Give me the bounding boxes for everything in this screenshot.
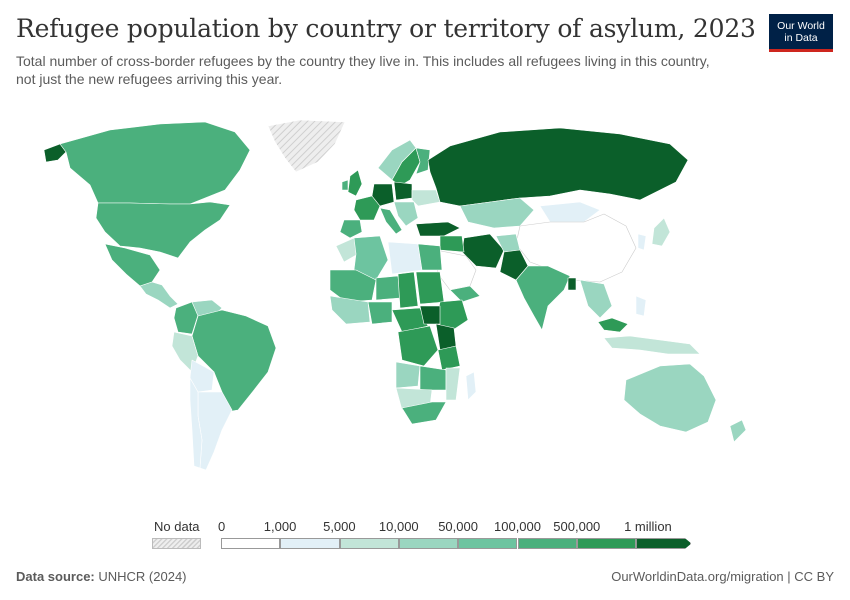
country-west-africa[interactable] [329, 295, 371, 325]
country-south-sudan[interactable] [419, 305, 441, 325]
legend-threshold-label: 0 [218, 519, 226, 534]
country-australia[interactable] [623, 363, 717, 433]
logo-line-1: Our World [777, 20, 825, 32]
footer-url-license[interactable]: OurWorldinData.org/migration | CC BY [611, 569, 834, 584]
country-india[interactable] [515, 265, 571, 331]
country-cameroon-car[interactable] [391, 307, 429, 333]
country-zambia-zimbabwe[interactable] [419, 365, 447, 391]
country-malaysia[interactable] [597, 317, 629, 333]
country-sudan[interactable] [415, 271, 445, 305]
country-egypt[interactable] [417, 243, 443, 271]
country-united-kingdom[interactable] [347, 169, 363, 197]
territory-greenland[interactable] [267, 119, 346, 173]
legend-threshold-label: 1,000 [263, 519, 297, 534]
region-central-america[interactable] [139, 281, 179, 309]
footer-source-value[interactable]: UNHCR (2024) [98, 569, 187, 584]
chart-title: Refugee population by country or territo… [16, 14, 756, 43]
world-map[interactable] [0, 110, 850, 510]
country-alaska[interactable] [43, 143, 67, 163]
region-southeast-asia[interactable] [579, 279, 613, 319]
country-brazil[interactable] [191, 309, 277, 413]
legend-threshold-label: 50,000 [438, 519, 478, 534]
country-bangladesh[interactable] [567, 277, 577, 291]
country-united-states[interactable] [95, 201, 231, 259]
country-ukraine[interactable] [411, 189, 441, 207]
country-tanzania[interactable] [437, 345, 461, 371]
legend-bin-3[interactable] [339, 538, 399, 549]
country-finland[interactable] [415, 147, 431, 175]
legend-bin-1[interactable] [221, 538, 281, 549]
country-niger[interactable] [375, 275, 401, 301]
country-new-zealand[interactable] [729, 419, 747, 443]
owid-logo[interactable]: Our World in Data [769, 14, 833, 52]
footer-source-label: Data source: [16, 569, 95, 584]
country-kazakhstan[interactable] [459, 197, 535, 229]
country-mozambique[interactable] [445, 367, 461, 401]
chart-subtitle: Total number of cross-border refugees by… [16, 53, 710, 87]
country-china[interactable] [515, 213, 637, 283]
country-philippines[interactable] [635, 295, 647, 317]
country-chad[interactable] [397, 271, 419, 309]
country-uganda-kenya[interactable] [435, 323, 457, 351]
legend-bin-7[interactable] [576, 538, 637, 549]
legend-bin-top[interactable] [636, 538, 692, 549]
legend-bin-4[interactable] [398, 538, 459, 549]
country-turkey[interactable] [415, 221, 461, 237]
legend-bin-5[interactable] [458, 538, 518, 549]
country-poland[interactable] [393, 181, 413, 201]
country-libya[interactable] [387, 241, 423, 275]
region-balkans[interactable] [393, 201, 419, 227]
legend-bin-2[interactable] [280, 538, 340, 549]
legend-no-data-label: No data [154, 519, 200, 534]
country-japan[interactable] [651, 217, 671, 247]
country-spain[interactable] [339, 219, 363, 239]
country-drc[interactable] [397, 325, 439, 367]
country-syria-iraq[interactable] [439, 235, 465, 253]
country-indonesia[interactable] [603, 335, 701, 355]
country-angola[interactable] [395, 361, 421, 389]
country-korea[interactable] [637, 233, 647, 251]
country-mauritania-mali[interactable] [329, 269, 377, 303]
country-south-africa[interactable] [401, 401, 447, 425]
footer-source: Data source: UNHCR (2024) [16, 569, 187, 584]
logo-line-2: in Data [784, 32, 818, 44]
legend-threshold-label: 5,000 [323, 519, 356, 534]
legend-no-data-swatch[interactable] [152, 538, 201, 549]
country-argentina[interactable] [197, 391, 233, 471]
country-russia[interactable] [427, 127, 689, 207]
country-italy[interactable] [379, 207, 403, 235]
legend-threshold-label: 1 million [624, 519, 672, 534]
country-yemen-oman[interactable] [449, 285, 481, 303]
country-chile[interactable] [189, 377, 203, 469]
country-germany[interactable] [371, 183, 395, 207]
country-nigeria[interactable] [367, 301, 393, 325]
country-bolivia[interactable] [189, 359, 215, 393]
map-legend: No data 0 1,000 5,000 10,000 50,000 100,000 50… [0, 516, 850, 556]
country-ireland[interactable] [341, 179, 349, 191]
country-madagascar[interactable] [465, 371, 477, 401]
legend-threshold-label: 100,000 [494, 519, 541, 534]
country-canada[interactable] [59, 121, 251, 205]
legend-threshold-label: 500,000 [553, 519, 601, 534]
legend-bin-6[interactable] [517, 538, 577, 549]
country-mongolia[interactable] [539, 201, 601, 223]
legend-threshold-label: 10,000 [378, 519, 419, 534]
